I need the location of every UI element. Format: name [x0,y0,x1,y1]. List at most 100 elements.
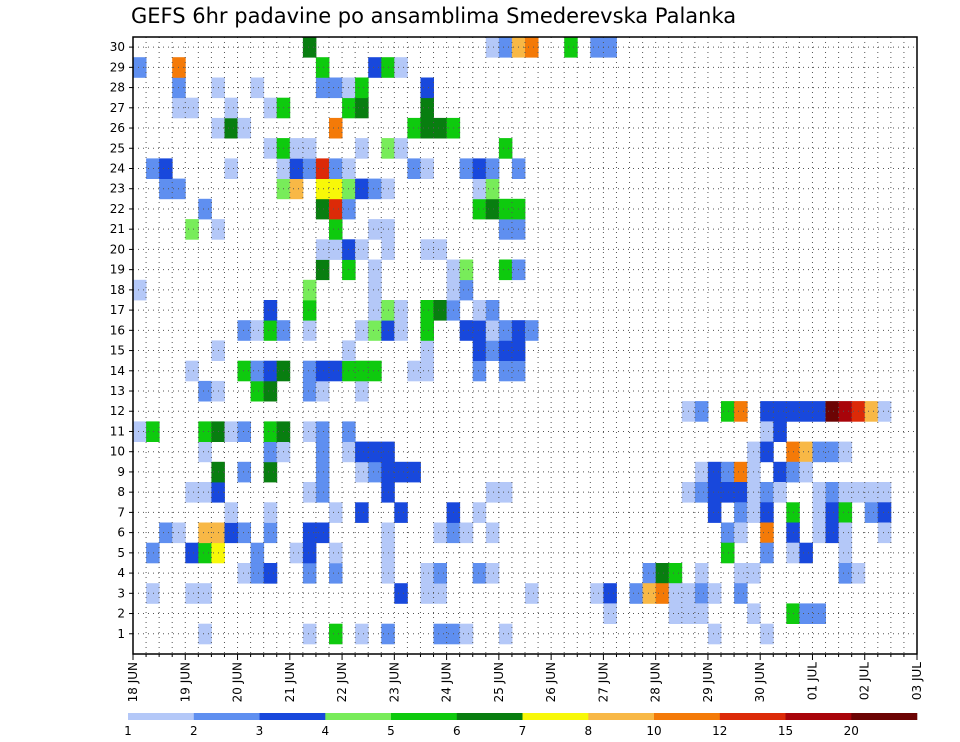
y-tick-label: 13 [110,384,125,398]
colorbar-label: 15 [778,724,793,738]
colorbar-label: 7 [519,724,527,738]
heatmap-cell [289,138,304,159]
colorbar-segment [325,713,392,720]
heatmap-cell [812,502,826,523]
y-tick-label: 16 [110,323,125,337]
heatmap-cell [877,522,892,544]
heatmap-cell [485,340,500,361]
x-tick-label: 28 JUN [649,662,663,702]
x-tick-label: 03 JUL [910,662,924,700]
heatmap-cell [289,542,304,564]
heatmap-cell [485,563,500,584]
heatmap-cell [734,401,748,422]
colorbar-segment [719,713,786,720]
heatmap-cell [838,502,853,523]
heatmap-cell [459,320,474,341]
heatmap-cell [394,502,408,523]
heatmap-cell [485,300,500,321]
heatmap-cell [329,178,343,200]
heatmap-cell [694,583,709,604]
heatmap-cell [564,37,578,58]
y-tick-label: 2 [117,607,125,621]
heatmap-cell [760,542,774,564]
heatmap-cell [198,623,212,645]
heatmap-cell [355,138,369,159]
heatmap-cell [472,158,487,179]
colorbar-segment [522,713,589,720]
y-tick-label: 12 [110,404,125,418]
heatmap-cell [198,380,212,402]
heatmap-cell [799,461,813,483]
heatmap-cell [133,279,147,301]
y-tick-label: 14 [110,364,125,378]
heatmap-cell [329,219,343,240]
x-tick-label: 23 JUN [387,662,401,702]
heatmap-cell [812,603,826,624]
heatmap-cell [224,117,238,139]
heatmap-cell [302,380,317,402]
heatmap-cell [237,360,251,382]
heatmap-cell [368,441,382,463]
heatmap-cell [263,138,278,159]
heatmap-cell [263,300,278,321]
heatmap-cell [694,563,709,584]
heatmap-cell [864,502,879,523]
heatmap-cell [838,542,853,564]
x-tick-label: 21 JUN [283,662,297,702]
heatmap-cell [838,401,853,422]
heatmap-cell [472,320,487,341]
heatmap-cell [198,583,212,604]
y-tick-label: 19 [110,263,125,277]
x-tick-label: 25 JUN [492,662,506,702]
heatmap-cell [655,583,670,604]
heatmap-cell [263,563,278,584]
heatmap-cell [185,482,199,503]
heatmap-cell [263,502,278,523]
heatmap-cell [250,563,265,584]
y-tick-label: 28 [110,81,125,95]
heatmap-cell [394,57,408,78]
y-tick-label: 27 [110,101,125,115]
heatmap-cell [721,522,735,544]
heatmap-cell [420,239,434,260]
heatmap-cell [355,380,369,402]
heatmap-cell [825,482,839,503]
heatmap-cell [250,77,265,99]
heatmap-cell [838,563,853,584]
heatmap-cell [877,482,892,503]
heatmap-cell [224,502,238,523]
heatmap-cell [263,360,278,382]
heatmap-cell [498,138,513,159]
y-tick-label: 15 [110,344,125,358]
heatmap-cell [315,482,330,503]
y-tick-label: 1 [117,627,125,641]
heatmap-cell [237,117,251,139]
heatmap-cell [525,320,539,341]
heatmap-cell [629,583,643,604]
heatmap-cell [224,97,238,119]
x-tick-label: 01 JUL [806,662,820,700]
heatmap-cell [642,583,657,604]
heatmap-cell [707,623,722,645]
heatmap-cell [329,623,343,645]
heatmap-cell [420,583,434,604]
x-tick-label: 29 JUN [701,662,715,702]
heatmap-cell [799,542,813,564]
heatmap-cell [394,583,408,604]
y-tick-label: 4 [117,566,125,580]
heatmap-cell [146,542,160,564]
heatmap-cell [315,158,330,179]
colorbar-label: 2 [190,724,198,738]
heatmap-cell [263,441,278,463]
heatmap-cell [485,37,500,58]
heatmap-cell [368,300,382,321]
heatmap-cell [329,117,343,139]
heatmap-cell [760,441,774,463]
heatmap-cell [355,502,369,523]
heatmap-cell [799,441,813,463]
heatmap-cell [433,563,447,584]
heatmap-cell [694,461,709,483]
heatmap-cell [760,502,774,523]
x-tick-label: 26 JUN [544,662,558,702]
